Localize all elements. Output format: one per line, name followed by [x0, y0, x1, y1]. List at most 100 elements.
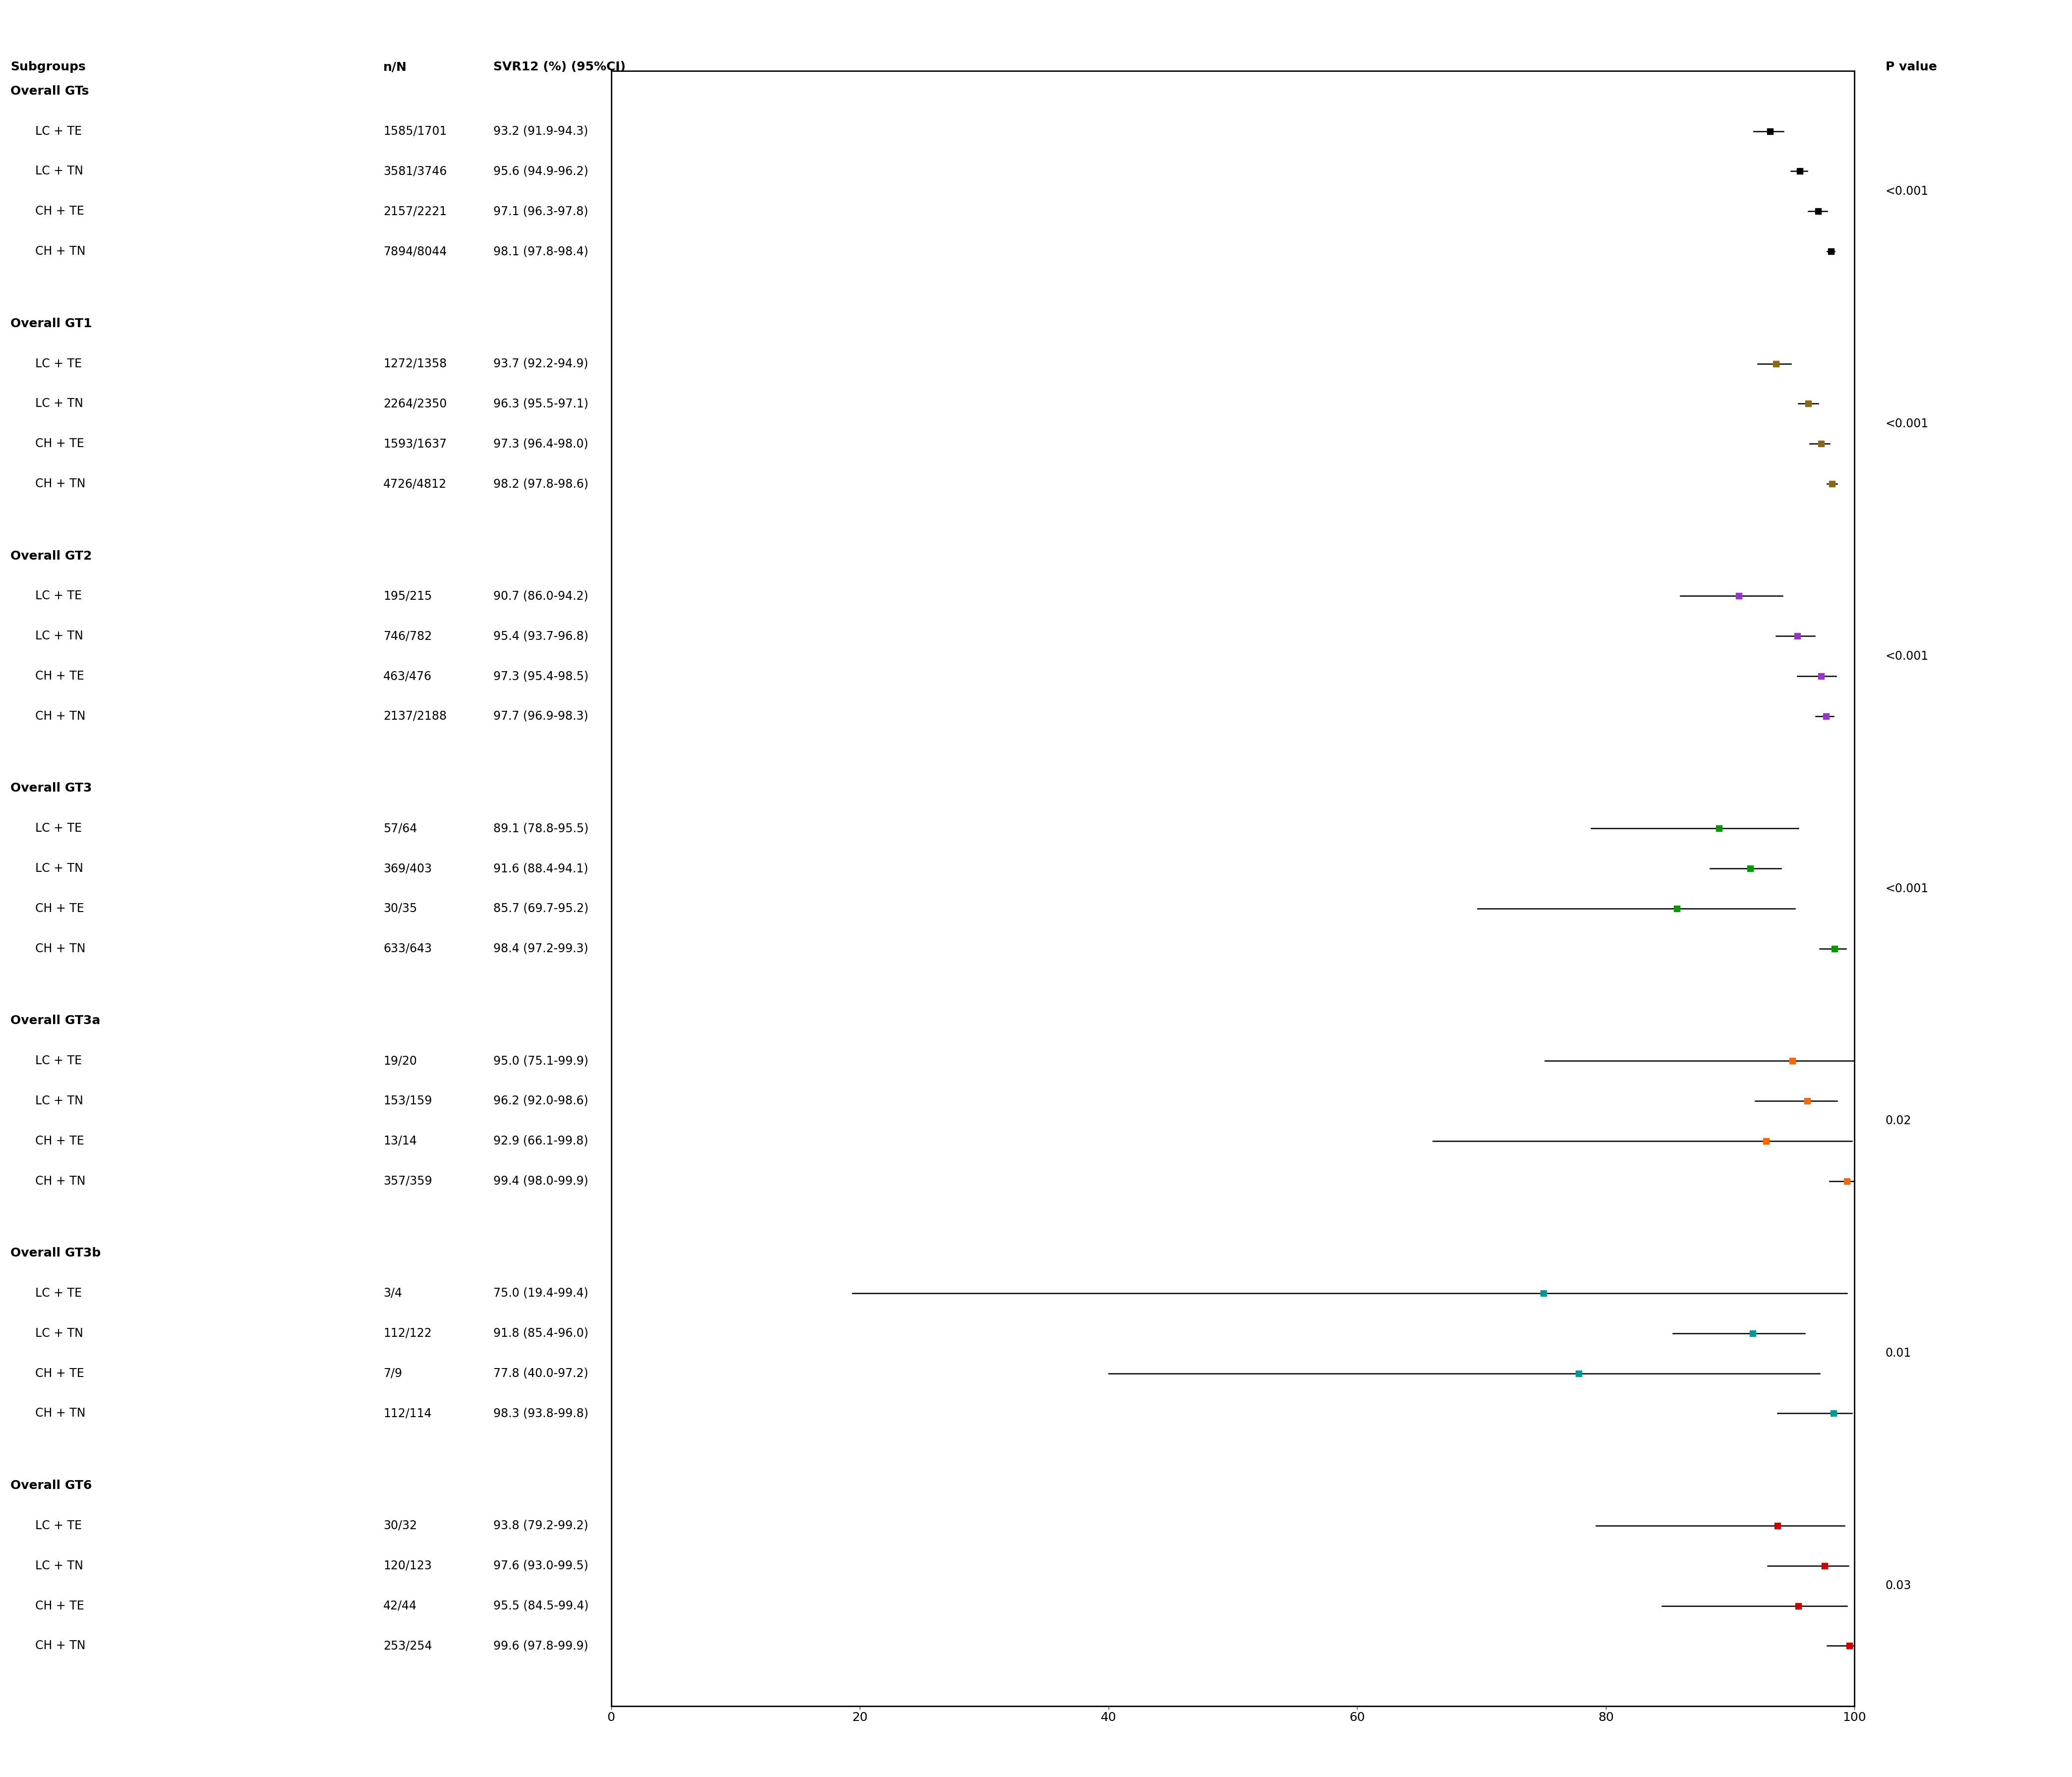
Text: CH + TE: CH + TE — [35, 1136, 85, 1146]
Text: 98.2 (97.8-98.6): 98.2 (97.8-98.6) — [493, 478, 588, 490]
Text: Overall GT3b: Overall GT3b — [10, 1247, 102, 1260]
Text: Overall GT2: Overall GT2 — [10, 549, 91, 562]
Text: 13/14: 13/14 — [383, 1136, 416, 1146]
Text: 2137/2188: 2137/2188 — [383, 711, 448, 721]
Text: CH + TE: CH + TE — [35, 206, 85, 217]
Text: 95.5 (84.5-99.4): 95.5 (84.5-99.4) — [493, 1599, 588, 1612]
Text: 95.6 (94.9-96.2): 95.6 (94.9-96.2) — [493, 165, 588, 178]
Text: Overall GT6: Overall GT6 — [10, 1480, 91, 1491]
Text: 746/782: 746/782 — [383, 631, 431, 641]
Text: 369/403: 369/403 — [383, 862, 431, 874]
Point — [1722, 581, 1755, 610]
Point — [1734, 855, 1767, 883]
Text: CH + TE: CH + TE — [35, 1367, 85, 1379]
Text: 7/9: 7/9 — [383, 1367, 402, 1379]
Point — [1817, 935, 1850, 963]
Text: 93.7 (92.2-94.9): 93.7 (92.2-94.9) — [493, 357, 588, 370]
Text: Overall GT3a: Overall GT3a — [10, 1015, 99, 1027]
Text: CH + TN: CH + TN — [35, 245, 85, 258]
Text: 77.8 (40.0-97.2): 77.8 (40.0-97.2) — [493, 1367, 588, 1379]
Text: LC + TN: LC + TN — [35, 1560, 83, 1571]
Text: 4726/4812: 4726/4812 — [383, 478, 448, 490]
Text: Overall GTs: Overall GTs — [10, 85, 89, 98]
Point — [1780, 622, 1813, 650]
Text: CH + TN: CH + TN — [35, 1407, 85, 1420]
Point — [1817, 1398, 1850, 1427]
Text: 89.1 (78.8-95.5): 89.1 (78.8-95.5) — [493, 823, 588, 835]
Text: LC + TN: LC + TN — [35, 631, 83, 641]
Text: 357/359: 357/359 — [383, 1175, 433, 1187]
Text: 3581/3746: 3581/3746 — [383, 165, 448, 178]
Text: 30/32: 30/32 — [383, 1519, 416, 1532]
Text: 112/122: 112/122 — [383, 1327, 431, 1340]
Point — [1803, 197, 1836, 226]
Point — [1759, 350, 1792, 379]
Text: CH + TE: CH + TE — [35, 437, 85, 450]
Text: LC + TE: LC + TE — [35, 1287, 83, 1299]
Text: 1585/1701: 1585/1701 — [383, 124, 448, 137]
Text: LC + TE: LC + TE — [35, 1056, 83, 1066]
Point — [1562, 1359, 1595, 1388]
Point — [1703, 814, 1736, 842]
Point — [1805, 430, 1838, 458]
Text: <0.001: <0.001 — [1886, 185, 1929, 197]
Text: CH + TE: CH + TE — [35, 903, 85, 915]
Point — [1809, 702, 1842, 730]
Text: 2264/2350: 2264/2350 — [383, 398, 448, 410]
Text: 112/114: 112/114 — [383, 1407, 431, 1420]
Text: 0.03: 0.03 — [1886, 1580, 1912, 1592]
Text: LC + TN: LC + TN — [35, 165, 83, 178]
Text: CH + TN: CH + TN — [35, 711, 85, 721]
Text: <0.001: <0.001 — [1886, 883, 1929, 894]
Text: 120/123: 120/123 — [383, 1560, 431, 1571]
Text: 57/64: 57/64 — [383, 823, 416, 835]
Text: CH + TN: CH + TN — [35, 478, 85, 490]
Point — [1784, 156, 1817, 185]
Text: LC + TE: LC + TE — [35, 823, 83, 835]
Text: 91.6 (88.4-94.1): 91.6 (88.4-94.1) — [493, 862, 588, 874]
Text: CH + TN: CH + TN — [35, 1175, 85, 1187]
Point — [1782, 1592, 1815, 1621]
Text: P value: P value — [1886, 60, 1937, 73]
Text: CH + TE: CH + TE — [35, 1599, 85, 1612]
Text: CH + TN: CH + TN — [35, 942, 85, 954]
Point — [1834, 1631, 1867, 1660]
Text: 90.7 (86.0-94.2): 90.7 (86.0-94.2) — [493, 590, 588, 602]
Text: 85.7 (69.7-95.2): 85.7 (69.7-95.2) — [493, 903, 588, 915]
Text: 98.1 (97.8-98.4): 98.1 (97.8-98.4) — [493, 245, 588, 258]
Text: 92.9 (66.1-99.8): 92.9 (66.1-99.8) — [493, 1136, 588, 1146]
Text: 1593/1637: 1593/1637 — [383, 437, 448, 450]
Text: 0.01: 0.01 — [1886, 1347, 1912, 1359]
Text: n/N: n/N — [383, 60, 406, 73]
Text: 95.0 (75.1-99.9): 95.0 (75.1-99.9) — [493, 1056, 588, 1066]
Text: 99.4 (98.0-99.9): 99.4 (98.0-99.9) — [493, 1175, 588, 1187]
Point — [1736, 1319, 1769, 1347]
Text: 463/476: 463/476 — [383, 670, 431, 682]
Text: 7894/8044: 7894/8044 — [383, 245, 448, 258]
Text: LC + TN: LC + TN — [35, 862, 83, 874]
Text: 98.3 (93.8-99.8): 98.3 (93.8-99.8) — [493, 1407, 588, 1420]
Text: Overall GT1: Overall GT1 — [10, 318, 91, 329]
Text: 30/35: 30/35 — [383, 903, 416, 915]
Text: 96.2 (92.0-98.6): 96.2 (92.0-98.6) — [493, 1095, 588, 1107]
Text: 42/44: 42/44 — [383, 1599, 416, 1612]
Text: 1272/1358: 1272/1358 — [383, 357, 448, 370]
Text: 96.3 (95.5-97.1): 96.3 (95.5-97.1) — [493, 398, 588, 410]
Text: 99.6 (97.8-99.9): 99.6 (97.8-99.9) — [493, 1640, 588, 1653]
Point — [1749, 1127, 1782, 1155]
Text: 95.4 (93.7-96.8): 95.4 (93.7-96.8) — [493, 631, 588, 641]
Text: 97.6 (93.0-99.5): 97.6 (93.0-99.5) — [493, 1560, 588, 1571]
Text: 0.02: 0.02 — [1886, 1114, 1912, 1127]
Text: <0.001: <0.001 — [1886, 650, 1929, 663]
Point — [1660, 894, 1693, 922]
Point — [1815, 469, 1848, 498]
Point — [1753, 117, 1786, 146]
Text: 97.3 (95.4-98.5): 97.3 (95.4-98.5) — [493, 670, 588, 682]
Text: 75.0 (19.4-99.4): 75.0 (19.4-99.4) — [493, 1287, 588, 1299]
Point — [1805, 661, 1838, 689]
Text: LC + TE: LC + TE — [35, 590, 83, 602]
Text: 97.7 (96.9-98.3): 97.7 (96.9-98.3) — [493, 711, 588, 721]
Text: Subgroups: Subgroups — [10, 60, 85, 73]
Text: LC + TE: LC + TE — [35, 357, 83, 370]
Text: CH + TN: CH + TN — [35, 1640, 85, 1653]
